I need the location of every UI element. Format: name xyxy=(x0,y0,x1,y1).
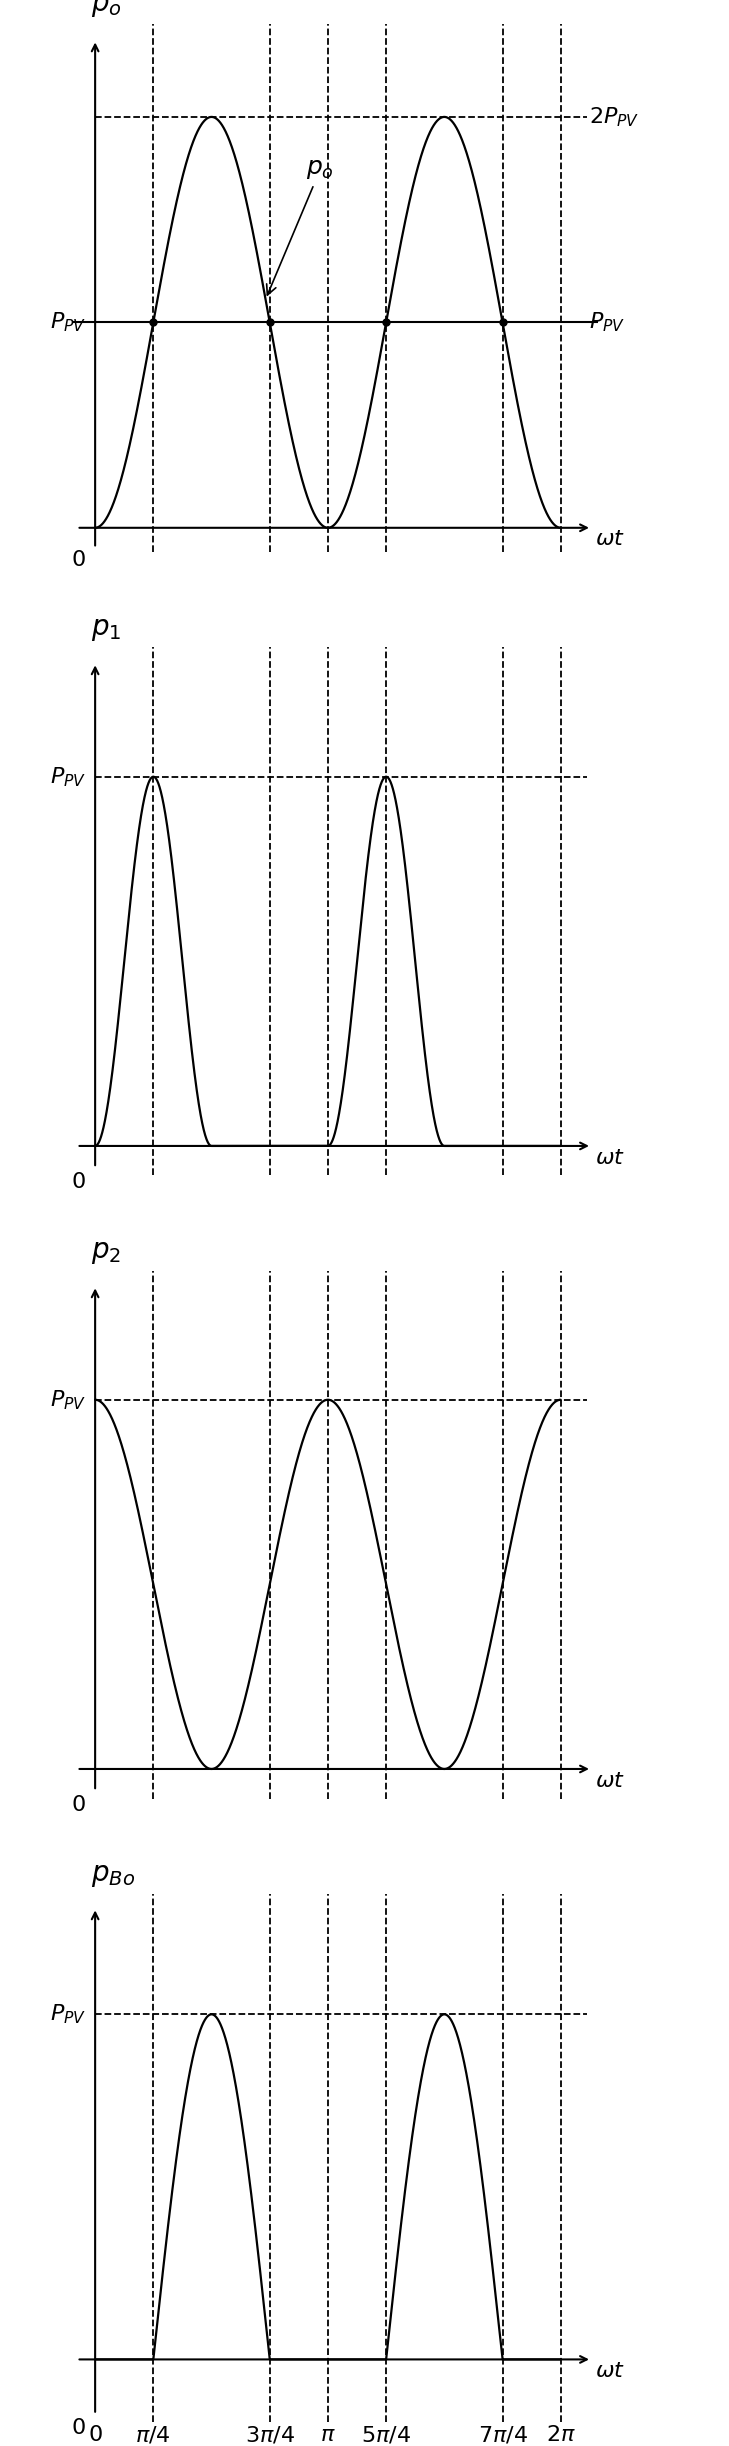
Text: 0: 0 xyxy=(72,550,86,570)
Text: $P_{PV}$: $P_{PV}$ xyxy=(50,311,86,335)
Text: $P_{PV}$: $P_{PV}$ xyxy=(50,2003,86,2025)
Text: $p_o$: $p_o$ xyxy=(91,0,122,20)
Text: $p_2$: $p_2$ xyxy=(91,1238,122,1265)
Text: $\pi$: $\pi$ xyxy=(320,2424,336,2446)
Text: $\omega t$: $\omega t$ xyxy=(595,1147,625,1167)
Text: $p_1$: $p_1$ xyxy=(91,614,122,643)
Text: $P_{PV}$: $P_{PV}$ xyxy=(50,1387,86,1411)
Text: 0: 0 xyxy=(72,2419,86,2439)
Text: $3\pi/4$: $3\pi/4$ xyxy=(245,2424,295,2446)
Text: $7\pi/4$: $7\pi/4$ xyxy=(477,2424,528,2446)
Text: $P_{PV}$: $P_{PV}$ xyxy=(589,311,625,335)
Text: $\omega t$: $\omega t$ xyxy=(595,528,625,548)
Text: $5\pi/4$: $5\pi/4$ xyxy=(361,2424,411,2446)
Text: 0: 0 xyxy=(72,1795,86,1815)
Text: $\pi/4$: $\pi/4$ xyxy=(136,2424,171,2446)
Text: 0: 0 xyxy=(88,2424,102,2446)
Text: $p_{Bo}$: $p_{Bo}$ xyxy=(91,1861,136,1888)
Text: $\omega t$: $\omega t$ xyxy=(595,1771,625,1790)
Text: $2P_{PV}$: $2P_{PV}$ xyxy=(589,105,639,130)
Text: $P_{PV}$: $P_{PV}$ xyxy=(50,766,86,788)
Text: $2\pi$: $2\pi$ xyxy=(546,2424,576,2446)
Text: 0: 0 xyxy=(72,1172,86,1191)
Text: $p_o$: $p_o$ xyxy=(267,157,334,296)
Text: $\omega t$: $\omega t$ xyxy=(595,2360,625,2380)
